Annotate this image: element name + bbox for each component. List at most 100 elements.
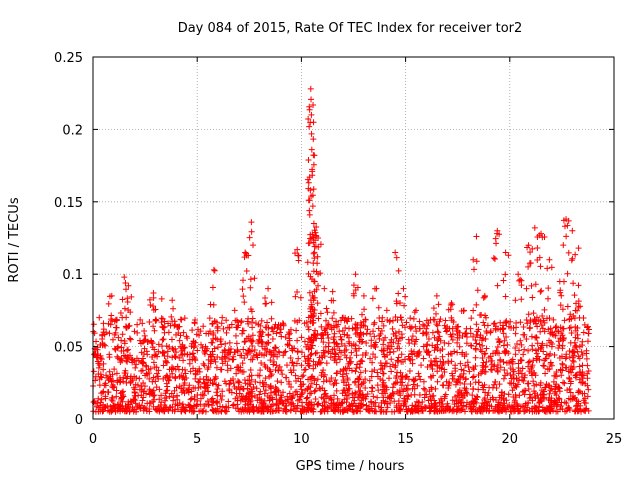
data-point — [307, 85, 314, 92]
data-point — [128, 356, 135, 363]
data-point — [278, 379, 285, 386]
data-point — [479, 342, 486, 349]
data-point — [374, 369, 381, 376]
data-point — [434, 328, 441, 335]
data-point — [121, 337, 128, 344]
data-point — [262, 300, 269, 307]
data-point — [174, 396, 181, 403]
data-point — [408, 337, 415, 344]
data-point — [482, 350, 489, 357]
data-point — [558, 372, 565, 379]
data-point — [564, 303, 571, 310]
data-point — [191, 396, 198, 403]
data-point — [542, 370, 549, 377]
data-point — [364, 326, 371, 333]
data-point — [429, 365, 436, 372]
data-point — [408, 406, 415, 413]
data-point — [581, 321, 588, 328]
data-point — [211, 376, 218, 383]
data-point — [472, 407, 479, 414]
data-point — [170, 365, 177, 372]
data-point — [141, 351, 148, 358]
data-point — [463, 333, 470, 340]
data-point — [221, 347, 228, 354]
data-point — [307, 235, 314, 242]
data-point — [377, 360, 384, 367]
data-point — [530, 378, 537, 385]
data-point — [388, 356, 395, 363]
data-point — [478, 370, 485, 377]
data-point — [504, 370, 511, 377]
data-point — [528, 282, 535, 289]
data-point — [242, 380, 249, 387]
data-point — [109, 336, 116, 343]
data-point — [448, 358, 455, 365]
data-point — [240, 327, 247, 334]
data-point — [384, 400, 391, 407]
data-point — [96, 362, 103, 369]
data-point — [473, 340, 480, 347]
data-point — [115, 334, 122, 341]
data-point — [436, 364, 443, 371]
data-point — [212, 358, 219, 365]
data-point — [166, 343, 173, 350]
data-point — [131, 407, 138, 414]
data-point — [298, 362, 305, 369]
data-point — [475, 379, 482, 386]
data-point — [539, 406, 546, 413]
grid-lines — [93, 57, 614, 419]
data-point — [460, 370, 467, 377]
data-point — [459, 374, 466, 381]
data-point — [288, 383, 295, 390]
data-point — [363, 340, 370, 347]
data-point — [198, 341, 205, 348]
data-point — [256, 350, 263, 357]
data-point — [562, 364, 569, 371]
data-point — [520, 331, 527, 338]
data-point — [390, 348, 397, 355]
data-point — [431, 407, 438, 414]
data-point — [387, 400, 394, 406]
data-point — [218, 341, 225, 348]
data-point — [305, 179, 312, 186]
data-point — [459, 332, 466, 339]
data-point — [507, 318, 514, 325]
data-point — [120, 393, 127, 400]
data-point — [445, 306, 452, 313]
data-point — [117, 403, 124, 410]
data-point — [410, 315, 417, 322]
data-point — [504, 341, 511, 348]
data-point — [124, 407, 131, 414]
data-point — [213, 319, 220, 326]
data-point — [436, 318, 443, 325]
data-point — [196, 365, 203, 372]
data-point — [283, 362, 290, 369]
data-point — [294, 246, 301, 253]
data-point — [127, 309, 134, 316]
data-point — [376, 335, 383, 342]
data-point — [434, 346, 441, 353]
data-point — [314, 253, 321, 260]
data-point — [503, 408, 510, 415]
data-point — [559, 360, 566, 367]
data-point — [310, 186, 317, 193]
data-point — [310, 358, 317, 365]
data-point — [411, 385, 418, 392]
data-point — [270, 361, 277, 368]
data-point — [475, 386, 482, 393]
data-point — [230, 376, 237, 383]
data-point — [532, 281, 539, 288]
data-point — [392, 332, 399, 339]
data-point — [445, 340, 452, 347]
data-point — [585, 326, 592, 333]
data-point — [208, 402, 215, 409]
data-point — [155, 341, 162, 348]
data-point — [570, 393, 577, 400]
data-point — [255, 404, 262, 411]
data-point — [512, 330, 519, 337]
data-point — [97, 399, 104, 406]
data-point — [142, 372, 149, 379]
data-point — [329, 346, 336, 353]
data-point — [156, 396, 163, 403]
data-point — [131, 396, 138, 403]
